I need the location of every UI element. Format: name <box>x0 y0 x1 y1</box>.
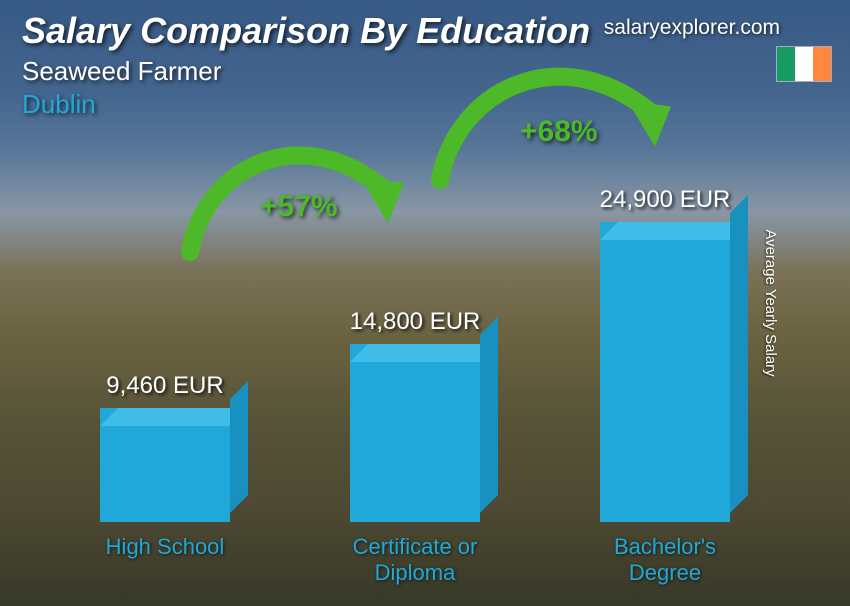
bar-shape <box>350 344 480 522</box>
bar-label: Bachelor'sDegree <box>614 534 716 586</box>
flag-stripe-3 <box>813 47 831 81</box>
bar-label: Certificate orDiploma <box>353 534 478 586</box>
y-axis-label: Average Yearly Salary <box>762 229 779 376</box>
flag-stripe-1 <box>777 47 795 81</box>
bar-shape <box>600 222 730 522</box>
flag-stripe-2 <box>795 47 813 81</box>
bar-chart: 9,460 EUR High School 14,800 EUR Certifi… <box>40 166 790 586</box>
chart-subtitle: Seaweed Farmer <box>22 56 828 87</box>
bar-top-face <box>100 408 248 426</box>
flag-ireland <box>776 46 832 82</box>
bar-side-face <box>730 195 748 513</box>
bar-label: High School <box>106 534 225 586</box>
bar-side-face <box>480 317 498 513</box>
bar-side-face <box>230 381 248 513</box>
bar-value: 9,460 EUR <box>106 372 223 400</box>
bar-front-face <box>600 222 730 522</box>
bar-front-face <box>350 344 480 522</box>
chart-city: Dublin <box>22 89 828 120</box>
bar-shape <box>100 408 230 522</box>
bar-value: 24,900 EUR <box>600 186 731 214</box>
bar-1: 14,800 EUR Certificate orDiploma <box>315 308 515 586</box>
bar-top-face <box>600 222 748 240</box>
bar-value: 14,800 EUR <box>350 308 481 336</box>
bar-top-face <box>350 344 498 362</box>
bar-0: 9,460 EUR High School <box>65 372 265 586</box>
bar-2: 24,900 EUR Bachelor'sDegree <box>565 186 765 586</box>
watermark: salaryexplorer.com <box>604 16 780 40</box>
